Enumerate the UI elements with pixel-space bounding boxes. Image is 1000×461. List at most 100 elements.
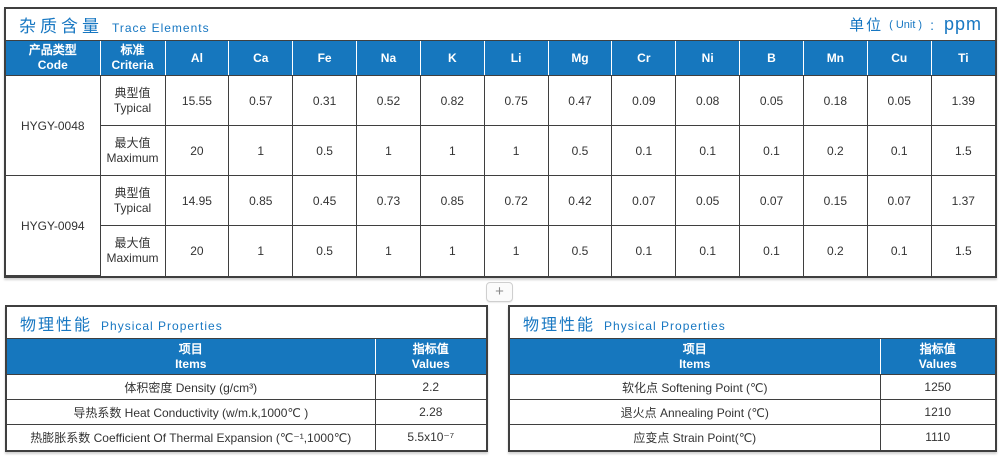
col-header-code-en: Code <box>37 58 68 72</box>
col-header-criteria: 标准 Criteria <box>99 40 165 76</box>
property-value-cell: 1110 <box>879 424 995 450</box>
col-header-element-ca: Ca <box>228 40 293 76</box>
col-header-element-b: B <box>739 40 804 76</box>
physical-left-title: 物理性能 Physical Properties <box>20 311 223 335</box>
col-header-element-mn: Mn <box>802 40 868 76</box>
value-cell: 0.31 <box>292 75 358 126</box>
value-cell: 0.18 <box>802 75 868 126</box>
unit-colon: : <box>930 16 934 33</box>
table-row: HYGY-0094 典型值 Typical 14.95 0.85 0.45 0.… <box>6 175 995 276</box>
col-header-element-al: Al <box>164 40 229 76</box>
value-cell: 0.05 <box>739 75 804 126</box>
property-row: 应变点 Strain Point(℃) 1110 <box>510 424 995 450</box>
col-header-element-na: Na <box>356 40 421 76</box>
col-header-element-cr: Cr <box>611 40 676 76</box>
trace-title-cn: 杂质含量 <box>19 17 103 36</box>
unit-label-cn: 单位 <box>849 17 884 34</box>
col-header-element-ti: Ti <box>930 40 995 76</box>
value-cell: 20 <box>164 125 230 176</box>
physical-left-title-cn: 物理性能 <box>20 316 93 334</box>
value-cell: 1.5 <box>930 125 995 176</box>
value-cell: 1 <box>228 225 294 276</box>
property-value-cell: 2.28 <box>374 399 486 425</box>
criteria-cn: 最大值 <box>114 135 151 150</box>
trace-header-row: 产品类型 Code 标准 Criteria Al Ca Fe Na K Li M… <box>6 40 995 76</box>
value-cell: 0.85 <box>419 175 485 226</box>
col-header-values: 指标值 Values <box>374 338 486 375</box>
col-header-values: 指标值 Values <box>879 338 995 375</box>
value-cell: 0.1 <box>611 225 677 276</box>
physical-right-title: 物理性能 Physical Properties <box>523 311 726 335</box>
value-cell: 0.57 <box>228 75 294 126</box>
physical-left-title-en: Physical Properties <box>101 318 223 333</box>
col-header-element-k: K <box>419 40 485 76</box>
value-cell: 0.05 <box>675 175 741 226</box>
value-cell: 0.2 <box>802 125 868 176</box>
value-cell: 0.5 <box>292 225 358 276</box>
criteria-en: Maximum <box>106 150 159 165</box>
value-cell: 1.39 <box>930 75 995 126</box>
physical-left-header-row: 项目 Items 指标值 Values <box>7 338 486 375</box>
criteria-en: Typical <box>113 100 152 115</box>
value-cell: 1 <box>419 125 485 176</box>
physical-left-table: 项目 Items 指标值 Values 体积密度 Density (g/cm³)… <box>7 338 486 450</box>
value-cell: 0.75 <box>483 75 549 126</box>
value-cell: 0.42 <box>547 175 613 226</box>
property-name-cell: 热膨胀系数 Coefficient Of Thermal Expansion (… <box>7 424 376 450</box>
value-cell: 0.1 <box>739 225 804 276</box>
value-cell: 1 <box>356 225 421 276</box>
property-row: 退火点 Annealing Point (℃) 1210 <box>510 399 995 425</box>
col-header-values-cn: 指标值 <box>412 341 449 356</box>
property-name-cell: 导热系数 Heat Conductivity (w/m.k,1000℃ ) <box>7 399 376 425</box>
table-row: HYGY-0048 典型值 Typical 15.55 0.57 0.31 0.… <box>6 75 995 176</box>
criteria-en: Typical <box>113 200 152 215</box>
expand-button[interactable]: + <box>486 282 513 302</box>
property-value-cell: 1250 <box>879 374 995 400</box>
criteria-cell: 最大值 Maximum <box>100 225 166 276</box>
value-cell: 0.1 <box>739 125 804 176</box>
property-row: 软化点 Softening Point (℃) 1250 <box>510 374 995 400</box>
trace-title: 杂质含量 Trace Elements <box>19 12 210 37</box>
unit-label: 单位 ( Unit ) : ppm <box>849 14 982 35</box>
value-cell: 0.15 <box>802 175 868 226</box>
value-cell: 0.5 <box>547 125 613 176</box>
value-cell: 0.07 <box>739 175 804 226</box>
physical-right-table: 项目 Items 指标值 Values 软化点 Softening Point … <box>510 338 995 450</box>
value-cell: 0.1 <box>866 125 932 176</box>
value-cell: 0.07 <box>611 175 677 226</box>
criteria-cn: 最大值 <box>114 235 151 250</box>
value-cell: 0.1 <box>675 225 741 276</box>
value-cell: 0.73 <box>356 175 421 226</box>
col-header-element-cu: Cu <box>866 40 932 76</box>
col-header-items-en: Items <box>175 356 207 371</box>
product-code-cell: HYGY-0048 <box>6 75 101 176</box>
criteria-en: Maximum <box>106 250 159 265</box>
value-cell: 0.5 <box>292 125 358 176</box>
product-code-cell: HYGY-0094 <box>6 175 101 276</box>
value-cell: 1 <box>483 125 549 176</box>
property-name-cell: 软化点 Softening Point (℃) <box>510 374 881 400</box>
value-cell: 0.08 <box>675 75 741 126</box>
value-cell: 0.07 <box>866 175 932 226</box>
value-cell: 1 <box>419 225 485 276</box>
property-row: 热膨胀系数 Coefficient Of Thermal Expansion (… <box>7 424 486 450</box>
property-name-cell: 退火点 Annealing Point (℃) <box>510 399 881 425</box>
col-header-code-cn: 产品类型 <box>28 43 77 57</box>
value-cell: 15.55 <box>164 75 230 126</box>
value-cell: 1.37 <box>930 175 995 226</box>
property-value-cell: 5.5x10⁻⁷ <box>374 424 486 450</box>
property-value-cell: 1210 <box>879 399 995 425</box>
property-name-cell: 体积密度 Density (g/cm³) <box>7 374 376 400</box>
col-header-values-en: Values <box>918 356 957 371</box>
value-cell: 0.45 <box>292 175 358 226</box>
physical-properties-panel-left: 物理性能 Physical Properties 项目 Items 指标值 Val… <box>5 305 488 452</box>
value-cell: 14.95 <box>164 175 230 226</box>
value-cell: 0.1 <box>611 125 677 176</box>
value-cell: 0.85 <box>228 175 294 226</box>
value-cell: 1 <box>356 125 421 176</box>
value-cell: 0.05 <box>866 75 932 126</box>
value-cell: 0.82 <box>419 75 485 126</box>
value-cell: 0.1 <box>866 225 932 276</box>
trace-elements-panel: 杂质含量 Trace Elements 单位 ( Unit ) : ppm 产品类… <box>4 7 997 278</box>
